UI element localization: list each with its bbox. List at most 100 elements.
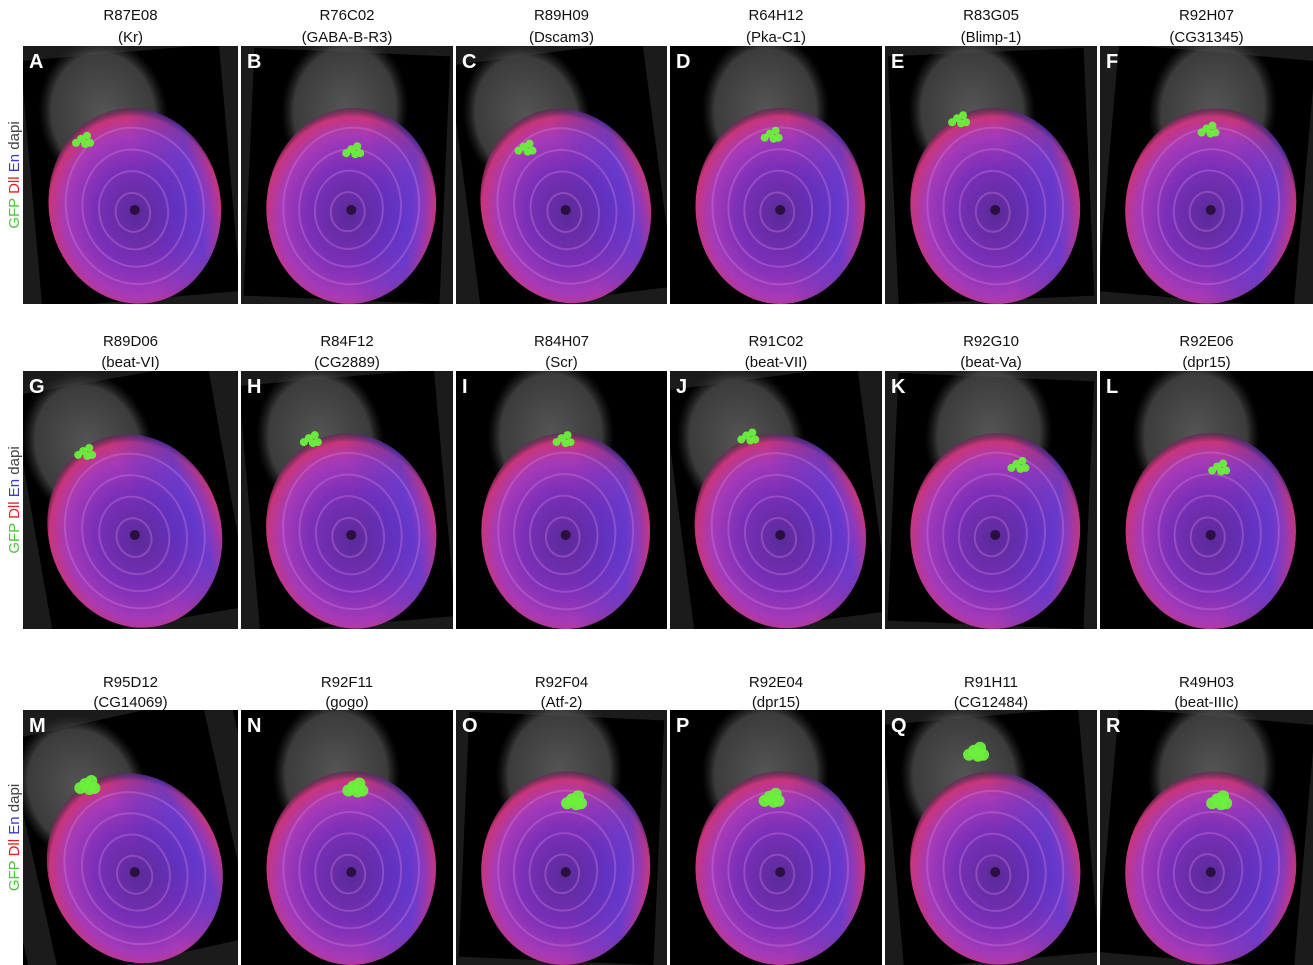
panel-image: K	[859, 346, 1124, 655]
panel-line: R92F04	[535, 674, 588, 691]
center	[130, 867, 140, 877]
channel-name: En	[6, 479, 23, 497]
figure: GFP Dll En dapiR87E08(Kr)AR76C02(GABA-B-…	[0, 0, 1313, 965]
center	[1206, 205, 1216, 215]
gfp-spot	[748, 429, 756, 437]
gfp-spot	[761, 134, 769, 142]
panel-line: R92F11	[321, 674, 373, 691]
panel-gene: (Pka-C1)	[746, 29, 806, 46]
panel-line: R92E06	[1179, 333, 1233, 350]
gfp-spot	[88, 451, 96, 459]
center	[990, 867, 1000, 877]
panel-gene: (CG31345)	[1169, 29, 1243, 46]
panel-gene: (gogo)	[325, 694, 368, 711]
gfp-spot	[1219, 459, 1227, 467]
panel-image: P	[670, 697, 882, 965]
gfp-spot	[356, 785, 368, 797]
gfp-spot	[775, 134, 783, 142]
center	[1206, 867, 1216, 877]
center	[990, 530, 1000, 540]
center	[775, 867, 785, 877]
channel-name: En	[6, 154, 23, 172]
center	[130, 205, 140, 215]
channel-name: dapi	[6, 446, 23, 474]
panel-gene: (CG2889)	[314, 354, 380, 371]
panel-image: E	[859, 21, 1124, 330]
panel-image: A	[0, 15, 271, 334]
panel-gene: (dpr15)	[1182, 354, 1230, 371]
panel-image: J	[632, 336, 921, 664]
panel-image: G	[0, 331, 282, 669]
panel-letter: K	[891, 376, 906, 398]
gfp-spot	[526, 140, 534, 148]
gfp-spot	[85, 444, 93, 452]
panel-line: R83G05	[963, 7, 1019, 24]
gfp-spot	[314, 438, 322, 446]
gfp-spot	[1212, 129, 1220, 137]
channel-name: GFP	[6, 198, 23, 229]
panel-line: R76C02	[319, 7, 374, 24]
gfp-spot	[751, 436, 759, 444]
panel-line: R64H12	[748, 7, 803, 24]
gfp-spot	[356, 149, 364, 157]
panel-letter: B	[247, 51, 261, 73]
gfp-spot	[88, 782, 100, 794]
panel-gene: (CG14069)	[93, 694, 167, 711]
gfp-spot	[1208, 466, 1216, 474]
panel-gene: (Blimp-1)	[961, 29, 1022, 46]
gfp-spot	[977, 749, 989, 761]
center	[775, 530, 785, 540]
panel-line: R89D06	[103, 333, 158, 350]
gfp-spot	[1209, 122, 1217, 130]
panel-letter: I	[462, 376, 468, 398]
panel-image: B	[215, 21, 480, 330]
panel-letter: O	[462, 715, 478, 737]
panel-gene: (GABA-B-R3)	[302, 29, 393, 46]
center	[775, 205, 785, 215]
gfp-spot	[1220, 797, 1232, 809]
gfp-spot	[759, 795, 771, 807]
panel-letter: A	[29, 51, 43, 73]
gfp-spot	[74, 782, 86, 794]
channel-label: GFP Dll En dapi	[6, 784, 23, 891]
channel-name: dapi	[6, 121, 23, 149]
panel-line: R49H03	[1179, 674, 1234, 691]
gfp-spot	[342, 785, 354, 797]
panel-letter: F	[1106, 51, 1118, 73]
center	[1206, 530, 1216, 540]
channel-label: GFP Dll En dapi	[6, 121, 23, 228]
gfp-spot	[561, 797, 573, 809]
gfp-spot	[1007, 464, 1015, 472]
gfp-spot	[959, 111, 967, 119]
channel-name: En	[6, 816, 23, 834]
center	[346, 867, 356, 877]
panel-image: I	[456, 358, 667, 629]
gfp-spot	[311, 431, 319, 439]
gfp-spot	[86, 139, 94, 147]
channel-name: Dll	[6, 176, 23, 194]
center	[561, 205, 571, 215]
panel-gene: (dpr15)	[752, 694, 800, 711]
gfp-spot	[963, 749, 975, 761]
gfp-spot	[773, 795, 785, 807]
panel-image: N	[241, 697, 453, 965]
gfp-spot	[737, 436, 745, 444]
panel-letter: R	[1106, 715, 1121, 737]
panel-line: R84F12	[320, 333, 373, 350]
panel-line: R91H11	[964, 674, 1018, 691]
channel-name: Dll	[6, 839, 23, 857]
panel-gene: (beat-VII)	[745, 354, 808, 371]
center	[130, 530, 140, 540]
panel-line: R92G10	[963, 333, 1019, 350]
gfp-spot	[515, 147, 523, 155]
gfp-spot	[948, 118, 956, 126]
center	[346, 530, 356, 540]
panel-gene: (beat-Va)	[960, 354, 1021, 371]
center	[346, 205, 356, 215]
panel-image: O	[430, 685, 694, 965]
gfp-spot	[1222, 466, 1230, 474]
gfp-spot	[553, 438, 561, 446]
center	[561, 530, 571, 540]
channel-name: GFP	[6, 860, 23, 891]
panel-letter: H	[247, 376, 261, 398]
